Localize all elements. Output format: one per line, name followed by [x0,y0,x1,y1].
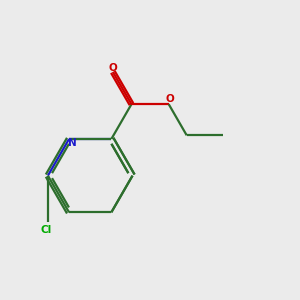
Text: O: O [109,63,117,74]
Text: O: O [166,94,175,104]
Text: N: N [68,138,77,148]
Text: Cl: Cl [41,225,52,235]
